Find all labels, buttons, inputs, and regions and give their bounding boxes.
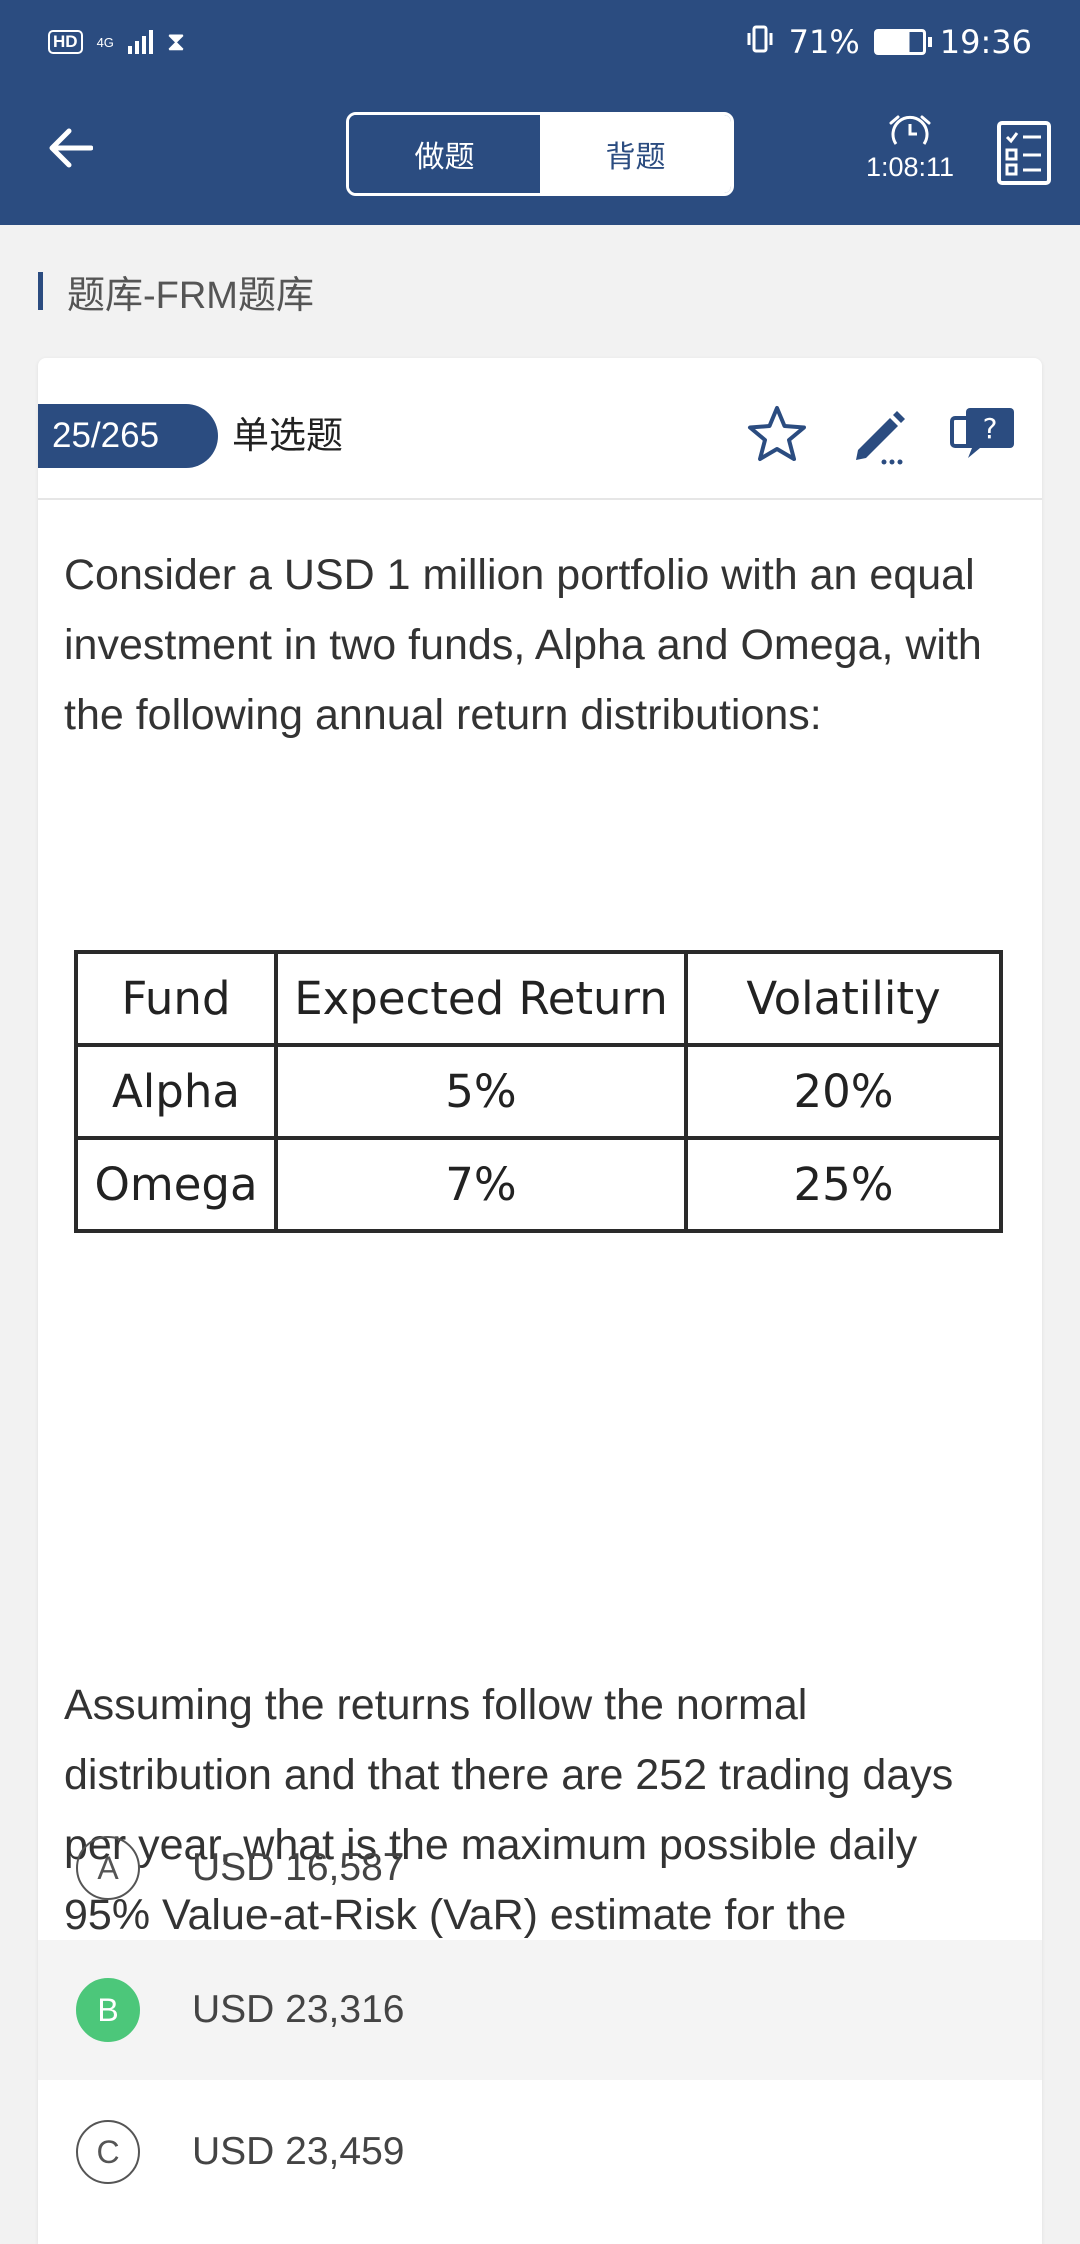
option-letter: C <box>76 2120 140 2184</box>
question-index: 25/265 <box>38 404 218 468</box>
answer-sheet-button[interactable] <box>996 120 1052 186</box>
table-row: Alpha 5% 20% <box>74 1043 1003 1140</box>
option-letter: A <box>76 1836 140 1900</box>
table-cell: 25% <box>684 1136 1003 1233</box>
option-letter: B <box>76 1978 140 2042</box>
option-text: USD 23,316 <box>192 1988 405 2031</box>
section-accent-bar <box>38 272 43 310</box>
option-a[interactable]: A USD 16,587 <box>38 1798 1042 1938</box>
answer-sheet-icon <box>997 121 1051 185</box>
hd-badge: HD <box>48 30 83 54</box>
question-stem-part2: Assuming the returns follow the normal d… <box>64 1681 954 2009</box>
question-header: 25/265 单选题 ? <box>38 358 1042 500</box>
status-left: HD 4G ⧗ <box>48 26 185 58</box>
status-bar: HD 4G ⧗ 71% 19:36 <box>0 0 1080 84</box>
hourglass-icon: ⧗ <box>166 26 186 56</box>
option-text: USD 23,459 <box>192 2130 405 2173</box>
note-button[interactable] <box>848 402 914 468</box>
vibrate-icon <box>745 24 775 61</box>
table-header: Volatility <box>684 950 1003 1047</box>
alarm-clock-icon <box>889 115 931 145</box>
ask-question-icon: ? <box>950 408 1014 458</box>
edit-note-icon <box>856 411 905 465</box>
network-type: 4G <box>97 36 114 49</box>
table-cell: 7% <box>274 1136 688 1233</box>
section-title: 题库-FRM题库 <box>38 268 314 317</box>
star-icon <box>748 406 806 461</box>
section-title-text: 题库-FRM题库 <box>67 274 314 317</box>
table-row: Omega 7% 25% <box>74 1136 1003 1233</box>
app-bar: 做题 背题 1:08:11 <box>0 84 1080 225</box>
question-type: 单选题 <box>232 415 343 456</box>
question-stem-part1: Consider a USD 1 million portfolio with … <box>64 551 982 739</box>
tab-practice[interactable]: 做题 <box>349 115 540 193</box>
table-cell: Alpha <box>74 1043 278 1140</box>
table-header-row: Fund Expected Return Volatility <box>74 950 1003 1047</box>
battery-icon <box>873 29 932 55</box>
back-button[interactable] <box>40 118 100 178</box>
table-cell: 5% <box>274 1043 688 1140</box>
fund-table: Fund Expected Return Volatility Alpha 5%… <box>74 950 1003 1233</box>
ask-button[interactable]: ? <box>948 402 1014 468</box>
option-b[interactable]: B USD 23,316 <box>38 1940 1042 2080</box>
table-cell: Omega <box>74 1136 278 1233</box>
status-right: 71% 19:36 <box>745 23 1032 61</box>
table-header: Expected Return <box>274 950 688 1047</box>
table-header: Fund <box>74 950 278 1047</box>
table-cell: 20% <box>684 1043 1003 1140</box>
clock: 19:36 <box>939 23 1032 61</box>
question-card: 25/265 单选题 ? Consider a USD 1 million po… <box>38 358 1042 2244</box>
svg-text:?: ? <box>983 412 998 445</box>
favorite-button[interactable] <box>744 402 810 468</box>
network-label: 4G <box>96 34 114 50</box>
option-text: USD 16,587 <box>192 1846 405 1889</box>
mode-switch: 做题 背题 <box>346 112 734 196</box>
tab-memorize[interactable]: 背题 <box>540 115 731 193</box>
timer[interactable]: 1:08:11 <box>855 114 965 183</box>
timer-text: 1:08:11 <box>865 152 955 182</box>
back-arrow-icon <box>49 128 93 168</box>
battery-percent: 71% <box>788 23 860 61</box>
option-c[interactable]: C USD 23,459 <box>38 2082 1042 2222</box>
signal-icon <box>127 30 153 54</box>
